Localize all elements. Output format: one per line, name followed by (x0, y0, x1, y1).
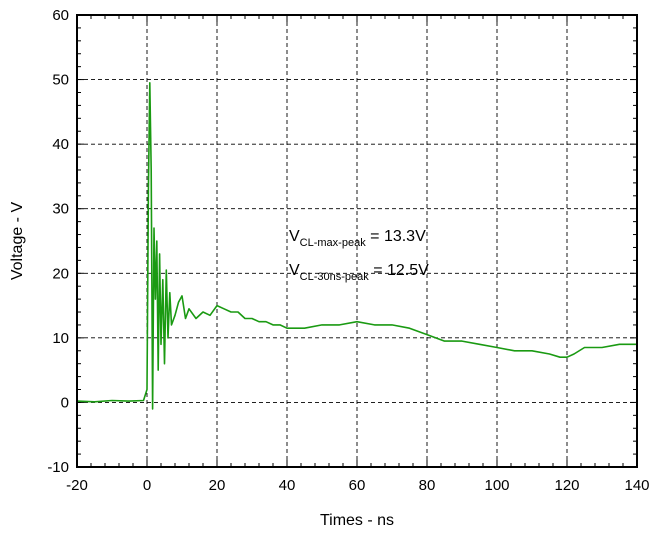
x-tick-labels: -20 0 20 40 60 80 100 120 140 (66, 477, 649, 494)
y-tick-labels: -10 0 10 20 30 40 50 60 (47, 7, 69, 476)
x-tick-label: 20 (209, 477, 226, 494)
x-tick-label: 0 (143, 477, 151, 494)
x-tick-label: 100 (484, 477, 509, 494)
series-line (76, 82, 637, 410)
plot-frame (76, 14, 638, 468)
y-tick-label: 0 (61, 394, 69, 411)
grid-lines (77, 15, 637, 467)
x-tick-label: 140 (624, 477, 649, 494)
y-tick-label: 10 (52, 330, 69, 347)
annotation-label: VCL-max-peak = 13.3V (289, 228, 426, 249)
y-tick-label: 50 (52, 72, 69, 89)
y-tick-label: 20 (52, 265, 69, 282)
x-tick-label: -20 (66, 477, 88, 494)
annotations: VCL-max-peak = 13.3V VCL-30ns-peak = 12.5… (289, 228, 429, 283)
y-tick-label: 30 (52, 201, 69, 218)
x-tick-label: 40 (279, 477, 296, 494)
y-tick-label: 60 (52, 7, 69, 24)
x-axis-label: Times - ns (320, 512, 394, 529)
annotation-label: VCL-30ns-peak = 12.5V (289, 262, 429, 283)
x-tick-label: 60 (349, 477, 366, 494)
x-tick-label: 80 (419, 477, 436, 494)
x-tick-label: 120 (554, 477, 579, 494)
y-axis-label: Voltage - V (9, 202, 26, 281)
y-tick-label: -10 (47, 459, 69, 476)
y-tick-label: 40 (52, 136, 69, 153)
